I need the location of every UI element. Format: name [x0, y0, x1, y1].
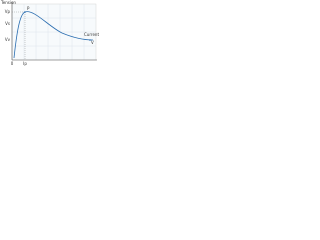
- diagram: Tension Current Vp Vs Vv 0 Ip P V: [0, 0, 99, 66]
- y-label: Vv: [5, 37, 11, 42]
- point-label: V: [91, 40, 94, 45]
- x-label: Ip: [23, 61, 27, 66]
- x-label: 0: [11, 61, 14, 66]
- grid: [12, 4, 96, 60]
- point-label: P: [27, 6, 30, 11]
- curve: [13, 11, 94, 59]
- point: [89, 39, 91, 41]
- y-axis-label: Tension: [0, 0, 16, 5]
- x-axis-label: Current: [84, 32, 99, 37]
- y-label: Vs: [5, 21, 10, 26]
- y-label: Vp: [5, 9, 11, 14]
- point: [24, 11, 26, 13]
